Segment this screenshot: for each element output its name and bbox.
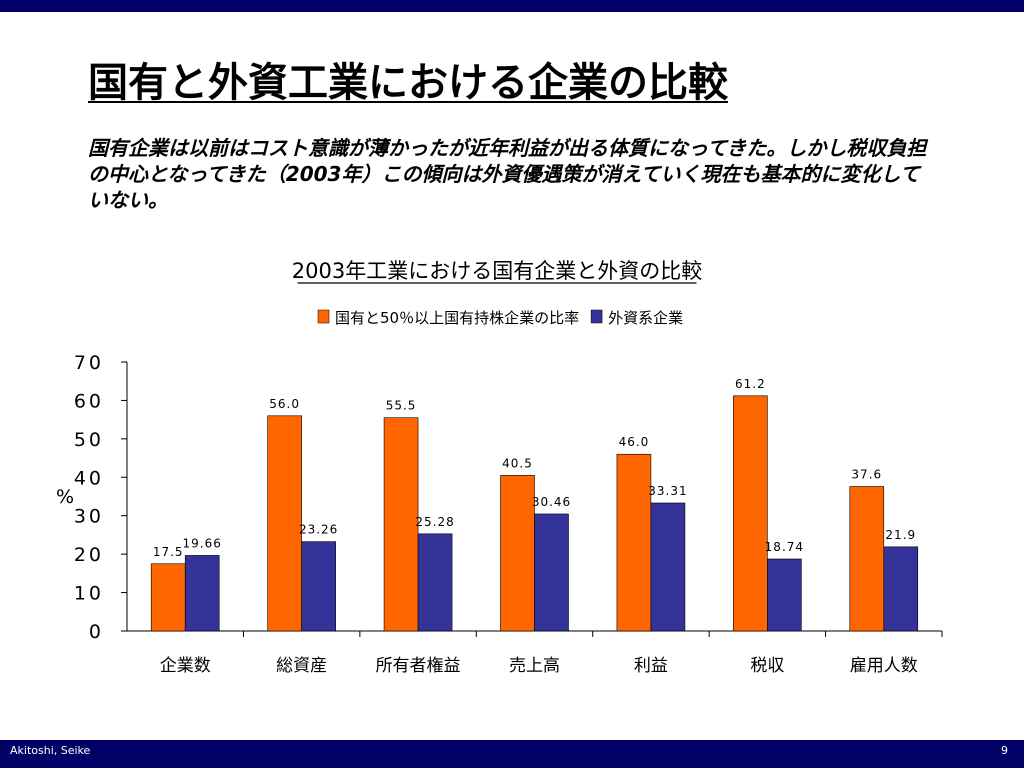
data-label: 18.74 — [765, 540, 804, 554]
legend-swatch-2 — [590, 309, 603, 324]
data-label: 33.31 — [648, 484, 687, 498]
x-tick-label: 雇用人数 — [850, 656, 918, 676]
data-label: 55.5 — [386, 399, 417, 413]
footer-author: Akitoshi, Seike — [10, 744, 91, 757]
bar-state — [383, 417, 419, 632]
x-tick-label: 企業数 — [160, 656, 211, 676]
slide-title: 国有と外資工業における企業の比較 — [88, 60, 728, 106]
x-tick-label: 利益 — [634, 656, 668, 676]
bar-foreign — [534, 513, 569, 632]
y-tick-label: 10 — [74, 583, 104, 605]
y-tick-label: 30 — [74, 506, 104, 528]
x-tick-label: 総資産 — [276, 656, 327, 676]
data-label: 56.0 — [269, 397, 300, 411]
y-tick-label: 40 — [74, 467, 104, 489]
chart-title: 2003年工業における国有企業と外資の比較 — [292, 259, 702, 283]
y-tick-label: 70 — [74, 352, 104, 374]
bar-foreign — [883, 546, 919, 632]
bar-foreign — [767, 558, 802, 632]
data-label: 25.28 — [415, 515, 454, 529]
bar-state — [616, 453, 652, 632]
y-tick-label: 60 — [74, 390, 104, 412]
bar-foreign — [301, 541, 336, 632]
x-tick-label: 所有者権益 — [376, 656, 461, 676]
bar-state — [150, 563, 186, 632]
data-label: 37.6 — [851, 468, 882, 482]
bar-state — [849, 486, 885, 632]
x-tick-label: 売上高 — [509, 656, 560, 676]
bottom-frame-bar — [0, 740, 1024, 768]
legend-swatch-1 — [317, 309, 330, 324]
slide-description: 国有企業は以前はコスト意識が薄かったが近年利益が出る体質になってきた。しかし税収… — [88, 136, 927, 212]
bar-state — [267, 415, 302, 632]
x-tick-label: 税収 — [750, 656, 784, 676]
y-axis-label: % — [56, 486, 74, 508]
top-frame-bar — [0, 0, 1024, 12]
y-tick-label: 50 — [74, 429, 104, 451]
data-label: 61.2 — [735, 377, 766, 391]
data-label: 19.66 — [183, 536, 222, 550]
bar-foreign — [417, 533, 453, 632]
data-label: 21.9 — [885, 528, 916, 542]
bar-foreign — [184, 555, 220, 632]
y-tick-label: 0 — [89, 621, 104, 643]
data-label: 40.5 — [502, 456, 533, 470]
data-label: 46.0 — [619, 435, 650, 449]
bar-state — [500, 475, 535, 632]
data-label: 17.5 — [153, 545, 184, 559]
bar-foreign — [650, 502, 686, 632]
legend-label-2: 外資系企業 — [608, 309, 683, 327]
legend-label-1: 国有と50％以上国有持株企業の比率 — [335, 309, 579, 327]
data-label: 30.46 — [532, 495, 571, 509]
y-tick-label: 20 — [74, 544, 104, 566]
data-label: 23.26 — [299, 523, 338, 537]
page-number: 9 — [1001, 744, 1008, 757]
bar-state — [733, 395, 768, 632]
